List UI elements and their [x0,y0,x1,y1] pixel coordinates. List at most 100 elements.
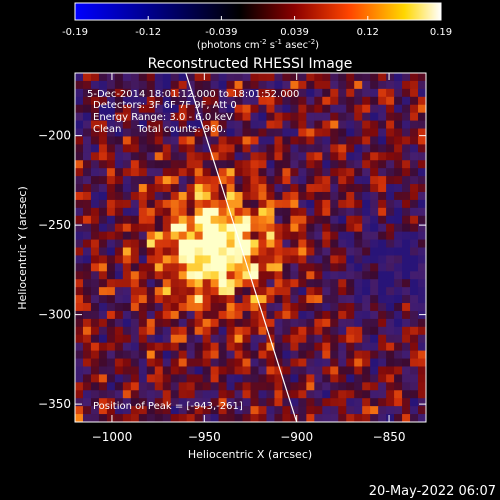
image-pixel [410,310,419,320]
image-pixel [274,279,284,288]
image-pixel [370,215,379,225]
image-pixel [418,310,426,320]
image-pixel [82,207,92,217]
image-pixel [314,152,323,161]
image-pixel [322,112,331,122]
image-pixel [330,406,339,415]
image-pixel [362,215,371,225]
image-pixel [346,128,355,138]
image-pixel [290,382,299,391]
image-pixel [354,279,363,288]
image-pixel [154,263,164,272]
image-pixel [250,318,260,328]
image-pixel [226,152,236,161]
y-tick-label: −250 [38,218,71,232]
image-pixel [378,398,387,407]
image-pixel [98,303,108,312]
image-pixel [234,334,244,344]
image-pixel [218,358,228,368]
image-pixel [90,88,100,98]
image-pixel [114,168,124,177]
image-pixel [410,358,419,368]
image-pixel [114,231,124,241]
image-pixel [186,287,196,296]
image-pixel [290,358,299,368]
image-pixel [242,358,252,368]
image-pixel [90,184,100,193]
image-pixel [122,310,132,320]
image-pixel [354,184,363,193]
image-pixel [250,279,260,288]
image-pixel [402,255,411,264]
image-pixel [162,358,172,368]
image-pixel [162,263,172,272]
image-pixel [178,80,188,90]
image-pixel [322,223,331,233]
image-pixel [146,120,156,130]
image-pixel [362,247,371,257]
image-pixel [138,287,148,296]
image-pixel [250,73,260,82]
image-pixel [418,88,426,98]
image-pixel [194,191,204,201]
image-pixel [378,184,387,193]
image-pixel [266,88,276,98]
image-pixel [362,366,371,376]
image-pixel [290,414,299,422]
image-pixel [338,80,347,90]
image-pixel [330,168,339,177]
image-pixel [186,160,196,169]
image-pixel [138,88,148,98]
image-pixel [314,279,323,288]
image-pixel [75,231,84,241]
image-pixel [330,184,339,193]
image-pixel [290,136,299,145]
image-pixel [266,366,276,376]
image-pixel [242,96,252,106]
image-pixel [418,255,426,264]
image-pixel [242,73,252,82]
image-pixel [210,176,220,185]
image-pixel [130,406,140,415]
image-pixel [186,295,196,304]
image-pixel [210,239,220,249]
image-pixel [410,263,419,272]
image-pixel [410,295,419,304]
image-pixel [234,255,244,264]
image-pixel [202,96,212,106]
image-pixel [402,271,411,280]
image-pixel [282,271,291,280]
image-pixel [346,239,355,249]
image-pixel [122,207,132,217]
image-pixel [306,184,315,193]
image-pixel [154,414,164,422]
image-pixel [410,334,419,344]
image-pixel [75,239,84,249]
image-pixel [242,263,252,272]
image-pixel [114,96,124,106]
image-pixel [226,406,236,415]
image-pixel [250,231,260,241]
image-pixel [402,128,411,138]
image-pixel [130,168,140,177]
image-pixel [106,366,116,376]
image-pixel [370,326,379,336]
image-pixel [154,191,164,201]
image-pixel [202,88,212,98]
image-pixel [282,144,291,153]
image-pixel [282,318,291,328]
image-pixel [274,136,284,145]
image-pixel [266,80,276,90]
image-pixel [282,120,291,130]
image-pixel [346,287,355,296]
image-pixel [370,88,379,98]
image-pixel [114,247,124,257]
image-pixel [75,112,84,122]
image-pixel [146,318,156,328]
image-pixel [162,342,172,352]
image-pixel [274,191,284,201]
image-pixel [386,239,395,249]
image-pixel [218,374,228,383]
axis-ticks: −1000 −950 −900 −850−200−250−300−350 [38,73,426,444]
y-tick-label: −350 [38,397,71,411]
